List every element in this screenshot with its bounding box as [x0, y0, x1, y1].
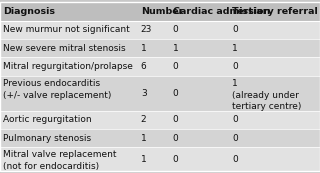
Text: Pulmonary stenosis: Pulmonary stenosis [3, 134, 91, 143]
Bar [0, 2, 320, 21]
Text: 0: 0 [173, 89, 179, 98]
Text: Aortic regurgitation: Aortic regurgitation [3, 115, 92, 124]
Text: Previous endocarditis
(+/- valve replacement): Previous endocarditis (+/- valve replace… [3, 79, 112, 100]
Text: 0: 0 [232, 62, 238, 71]
Text: 0: 0 [173, 62, 179, 71]
Text: 1: 1 [141, 155, 147, 164]
Text: 23: 23 [141, 25, 152, 34]
Text: 0: 0 [232, 115, 238, 124]
Text: 1
(already under
tertiary centre): 1 (already under tertiary centre) [232, 79, 301, 111]
Text: 0: 0 [173, 134, 179, 143]
Text: Tertiary referral: Tertiary referral [232, 7, 318, 16]
Text: New severe mitral stenosis: New severe mitral stenosis [3, 44, 126, 53]
Text: 0: 0 [232, 25, 238, 34]
Text: 1: 1 [141, 44, 147, 53]
Text: Mitral valve replacement
(not for endocarditis): Mitral valve replacement (not for endoca… [3, 151, 117, 171]
Text: 2: 2 [141, 115, 147, 124]
Bar [0, 39, 320, 57]
Text: 1: 1 [141, 134, 147, 143]
Text: Diagnosis: Diagnosis [3, 7, 55, 16]
Text: 0: 0 [173, 115, 179, 124]
Text: 0: 0 [173, 155, 179, 164]
Text: 0: 0 [173, 25, 179, 34]
Bar [0, 21, 320, 39]
Bar [0, 147, 320, 171]
Text: 1: 1 [173, 44, 179, 53]
Bar [0, 111, 320, 129]
Text: 0: 0 [232, 155, 238, 164]
Text: New murmur not significant: New murmur not significant [3, 25, 130, 34]
Bar [0, 129, 320, 147]
Text: Number: Number [141, 7, 183, 16]
Text: Cardiac admission: Cardiac admission [173, 7, 270, 16]
Text: 0: 0 [232, 134, 238, 143]
Text: 1: 1 [232, 44, 238, 53]
Bar [0, 76, 320, 111]
Text: 6: 6 [141, 62, 147, 71]
Text: 3: 3 [141, 89, 147, 98]
Text: Mitral regurgitation/prolapse: Mitral regurgitation/prolapse [3, 62, 133, 71]
Bar [0, 57, 320, 76]
